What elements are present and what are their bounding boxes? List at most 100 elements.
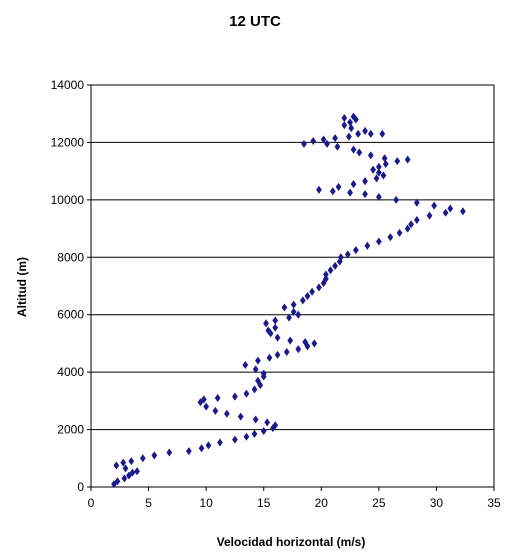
data-point: [243, 389, 250, 398]
y-tick-label: 14000: [51, 78, 85, 92]
y-axis-label: Altitud (m): [15, 257, 29, 317]
data-point: [186, 447, 192, 456]
data-point: [263, 319, 269, 328]
data-point: [426, 211, 433, 220]
data-point: [323, 274, 329, 283]
y-tick-label: 2000: [57, 423, 84, 437]
data-point: [212, 406, 219, 415]
data-point: [362, 177, 368, 186]
data-point: [341, 121, 348, 130]
data-point: [237, 412, 244, 421]
data-point: [364, 241, 371, 250]
data-point: [404, 224, 411, 233]
plot-area-frame: [90, 84, 495, 488]
data-point: [324, 139, 330, 148]
data-point: [348, 124, 355, 133]
data-point: [281, 303, 288, 312]
grid-lines: [91, 141, 494, 431]
data-point: [375, 237, 382, 246]
data-point: [344, 250, 351, 259]
data-point: [329, 187, 336, 196]
data-point: [347, 118, 353, 127]
data-point: [274, 350, 281, 359]
y-tick-label: 12000: [51, 135, 85, 149]
data-point: [332, 134, 338, 143]
data-point: [316, 283, 322, 292]
data-point: [355, 129, 361, 138]
data-point: [197, 398, 204, 407]
data-point: [166, 448, 173, 457]
data-point: [129, 468, 136, 477]
data-point: [264, 418, 271, 427]
data-point: [320, 135, 327, 144]
data-point: [304, 292, 311, 301]
data-point: [274, 333, 281, 342]
data-point: [394, 157, 401, 166]
data-point: [362, 190, 368, 199]
data-point: [350, 112, 357, 121]
data-point: [396, 228, 403, 237]
data-point: [375, 162, 382, 171]
data-point: [257, 381, 264, 390]
data-point: [113, 461, 120, 470]
data-point: [232, 392, 238, 401]
data-point: [323, 270, 329, 279]
data-point: [302, 337, 309, 347]
data-point: [265, 326, 272, 335]
x-tick-label: 30: [430, 496, 444, 510]
data-point: [332, 261, 338, 270]
data-point: [431, 201, 437, 210]
data-point: [334, 142, 341, 151]
data-point: [255, 376, 261, 385]
data-point: [375, 168, 382, 177]
data-point: [310, 136, 317, 146]
data-point: [122, 464, 129, 473]
data-point: [290, 300, 297, 309]
y-tick-label: 6000: [57, 308, 84, 322]
data-point: [327, 266, 334, 275]
data-point: [413, 198, 420, 207]
data-point: [370, 165, 376, 174]
data-point: [350, 180, 357, 189]
y-axis: 0 2000 4000 6000 8000 10000 12000 14000: [51, 78, 91, 494]
x-tick-label: 15: [257, 496, 271, 510]
data-point: [260, 369, 267, 378]
data-point: [346, 132, 352, 141]
data-point: [203, 402, 210, 411]
data-point: [111, 480, 117, 489]
data-point: [151, 451, 158, 460]
data-point: [121, 474, 128, 483]
data-point: [408, 220, 414, 229]
data-point: [460, 207, 466, 216]
data-point: [304, 342, 311, 351]
data-point: [242, 360, 249, 369]
data-point: [362, 126, 368, 135]
data-point: [379, 129, 386, 138]
data-point: [205, 441, 212, 450]
data-point: [251, 385, 258, 394]
data-point: [214, 393, 221, 403]
data-point: [320, 279, 327, 288]
y-tick-label: 4000: [57, 365, 84, 379]
data-point: [252, 365, 259, 374]
data-point: [286, 313, 292, 322]
data-point: [114, 477, 121, 486]
data-point: [347, 188, 353, 197]
x-axis: 0 5 10 15 20 25 30 35: [88, 487, 501, 510]
data-point: [272, 323, 279, 332]
data-point: [287, 336, 294, 345]
data-point: [134, 467, 140, 476]
data-point: [447, 204, 454, 213]
x-axis-label: Velocidad horizontal (m/s): [217, 535, 366, 549]
data-point: [393, 195, 399, 204]
data-point: [139, 454, 146, 463]
data-point: [128, 457, 135, 466]
data-point: [337, 253, 344, 262]
data-point: [200, 395, 207, 404]
data-point: [309, 287, 315, 296]
data-point: [380, 171, 387, 180]
y-tick-label: 8000: [57, 250, 84, 264]
data-point: [352, 246, 359, 255]
data-point: [382, 159, 389, 168]
